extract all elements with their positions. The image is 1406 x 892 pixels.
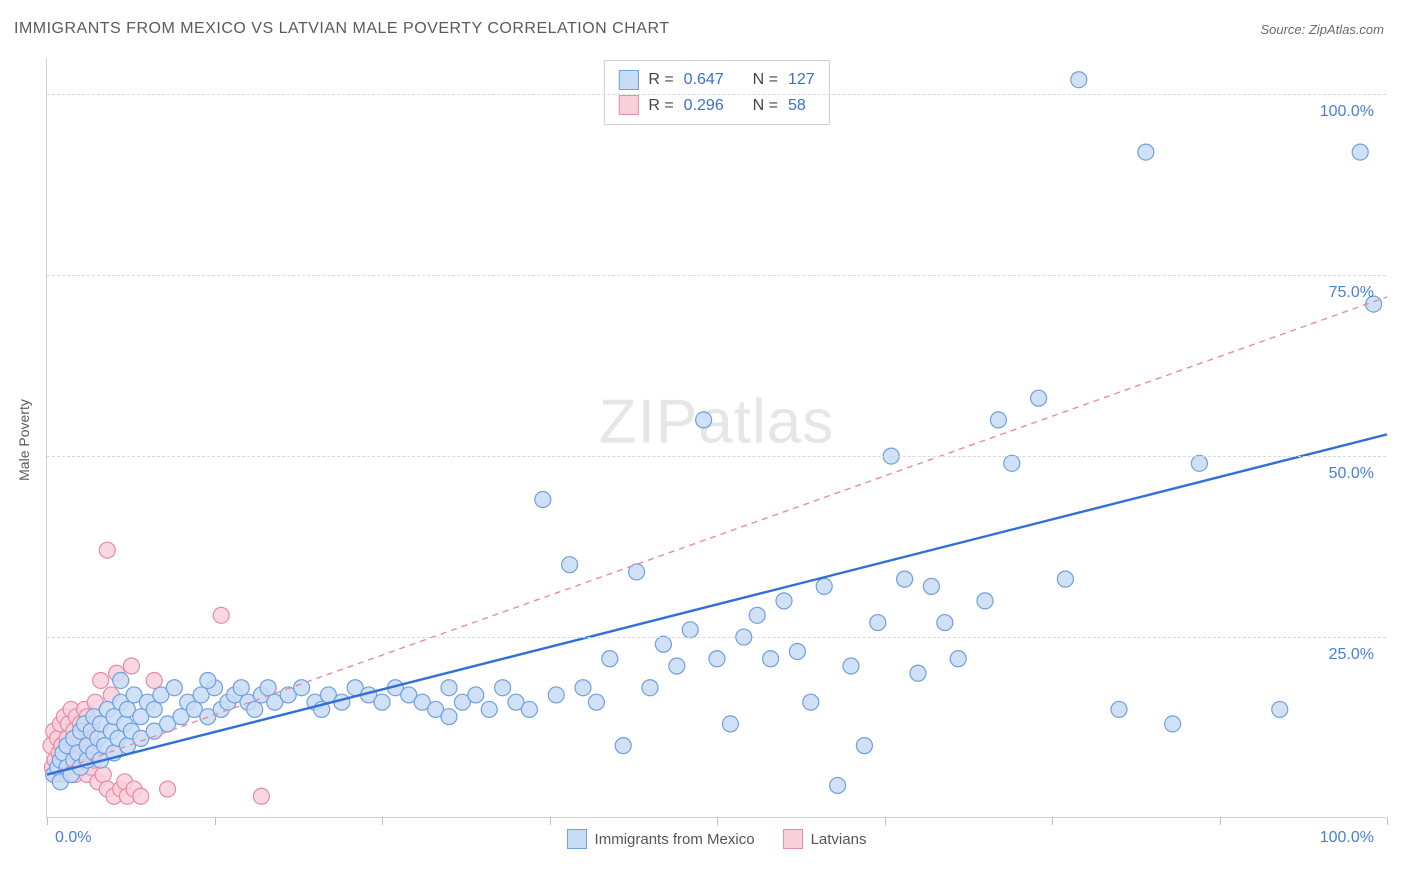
data-point <box>602 651 618 667</box>
data-point <box>937 615 953 631</box>
data-point <box>615 738 631 754</box>
data-point <box>160 781 176 797</box>
data-point <box>123 658 139 674</box>
data-point <box>95 767 111 783</box>
x-tick <box>550 817 551 825</box>
gridline <box>47 275 1386 276</box>
data-point <box>843 658 859 674</box>
data-point <box>93 672 109 688</box>
data-point <box>696 412 712 428</box>
gridline <box>47 94 1386 95</box>
x-tick <box>717 817 718 825</box>
data-point <box>213 607 229 623</box>
data-point <box>803 694 819 710</box>
swatch-latvians-bottom <box>783 829 803 849</box>
data-point <box>548 687 564 703</box>
data-point <box>870 615 886 631</box>
data-point <box>1191 455 1207 471</box>
data-point <box>830 777 846 793</box>
legend-item-mexico: Immigrants from Mexico <box>567 829 755 849</box>
y-tick-label: 50.0% <box>1329 465 1374 483</box>
data-point <box>1004 455 1020 471</box>
x-tick <box>382 817 383 825</box>
data-point <box>441 680 457 696</box>
data-point <box>200 672 216 688</box>
data-point <box>776 593 792 609</box>
data-point <box>495 680 511 696</box>
data-point <box>521 701 537 717</box>
data-point <box>897 571 913 587</box>
data-point <box>856 738 872 754</box>
x-tick <box>1052 817 1053 825</box>
x-axis-label-100: 100.0% <box>1320 829 1374 847</box>
x-axis-label-0: 0.0% <box>55 829 91 847</box>
source-name: ZipAtlas.com <box>1309 22 1384 37</box>
scatter-svg <box>47 58 1386 817</box>
data-point <box>535 492 551 508</box>
series-legend: Immigrants from Mexico Latvians <box>567 829 867 849</box>
data-point <box>1165 716 1181 732</box>
data-point <box>1138 144 1154 160</box>
data-point <box>562 557 578 573</box>
data-point <box>260 680 276 696</box>
data-point <box>709 651 725 667</box>
swatch-mexico-bottom <box>567 829 587 849</box>
y-tick-label: 25.0% <box>1329 646 1374 664</box>
data-point <box>113 672 129 688</box>
data-point <box>1352 144 1368 160</box>
legend-label-mexico: Immigrants from Mexico <box>595 831 755 848</box>
x-tick <box>1220 817 1221 825</box>
data-point <box>481 701 497 717</box>
data-point <box>669 658 685 674</box>
legend-item-latvians: Latvians <box>783 829 867 849</box>
data-point <box>763 651 779 667</box>
data-point <box>1071 72 1087 88</box>
plot-area: ZIPatlas R = 0.647 N = 127 R = 0.296 N =… <box>46 58 1386 818</box>
data-point <box>990 412 1006 428</box>
data-point <box>682 622 698 638</box>
data-point <box>910 665 926 681</box>
data-point <box>233 680 249 696</box>
chart-title: IMMIGRANTS FROM MEXICO VS LATVIAN MALE P… <box>14 20 670 38</box>
data-point <box>588 694 604 710</box>
data-point <box>749 607 765 623</box>
data-point <box>1057 571 1073 587</box>
data-point <box>950 651 966 667</box>
y-tick-label: 75.0% <box>1329 284 1374 302</box>
data-point <box>253 788 269 804</box>
y-tick-label: 100.0% <box>1320 103 1374 121</box>
trend-line <box>47 434 1387 774</box>
data-point <box>468 687 484 703</box>
data-point <box>146 701 162 717</box>
data-point <box>642 680 658 696</box>
gridline <box>47 456 1386 457</box>
data-point <box>441 709 457 725</box>
data-point <box>146 672 162 688</box>
x-tick <box>885 817 886 825</box>
data-point <box>1272 701 1288 717</box>
source-attribution: Source: ZipAtlas.com <box>1260 22 1384 37</box>
data-point <box>99 542 115 558</box>
data-point <box>923 578 939 594</box>
data-point <box>977 593 993 609</box>
data-point <box>166 680 182 696</box>
gridline <box>47 637 1386 638</box>
data-point <box>374 694 390 710</box>
data-point <box>575 680 591 696</box>
data-point <box>816 578 832 594</box>
data-point <box>1111 701 1127 717</box>
y-axis-title: Male Poverty <box>16 399 32 481</box>
data-point <box>789 644 805 660</box>
x-tick <box>47 817 48 825</box>
legend-label-latvians: Latvians <box>811 831 867 848</box>
x-tick <box>1387 817 1388 825</box>
x-tick <box>215 817 216 825</box>
data-point <box>1031 390 1047 406</box>
trend-line <box>47 297 1387 775</box>
data-point <box>133 788 149 804</box>
data-point <box>247 701 263 717</box>
source-prefix: Source: <box>1260 22 1308 37</box>
data-point <box>655 636 671 652</box>
data-point <box>722 716 738 732</box>
